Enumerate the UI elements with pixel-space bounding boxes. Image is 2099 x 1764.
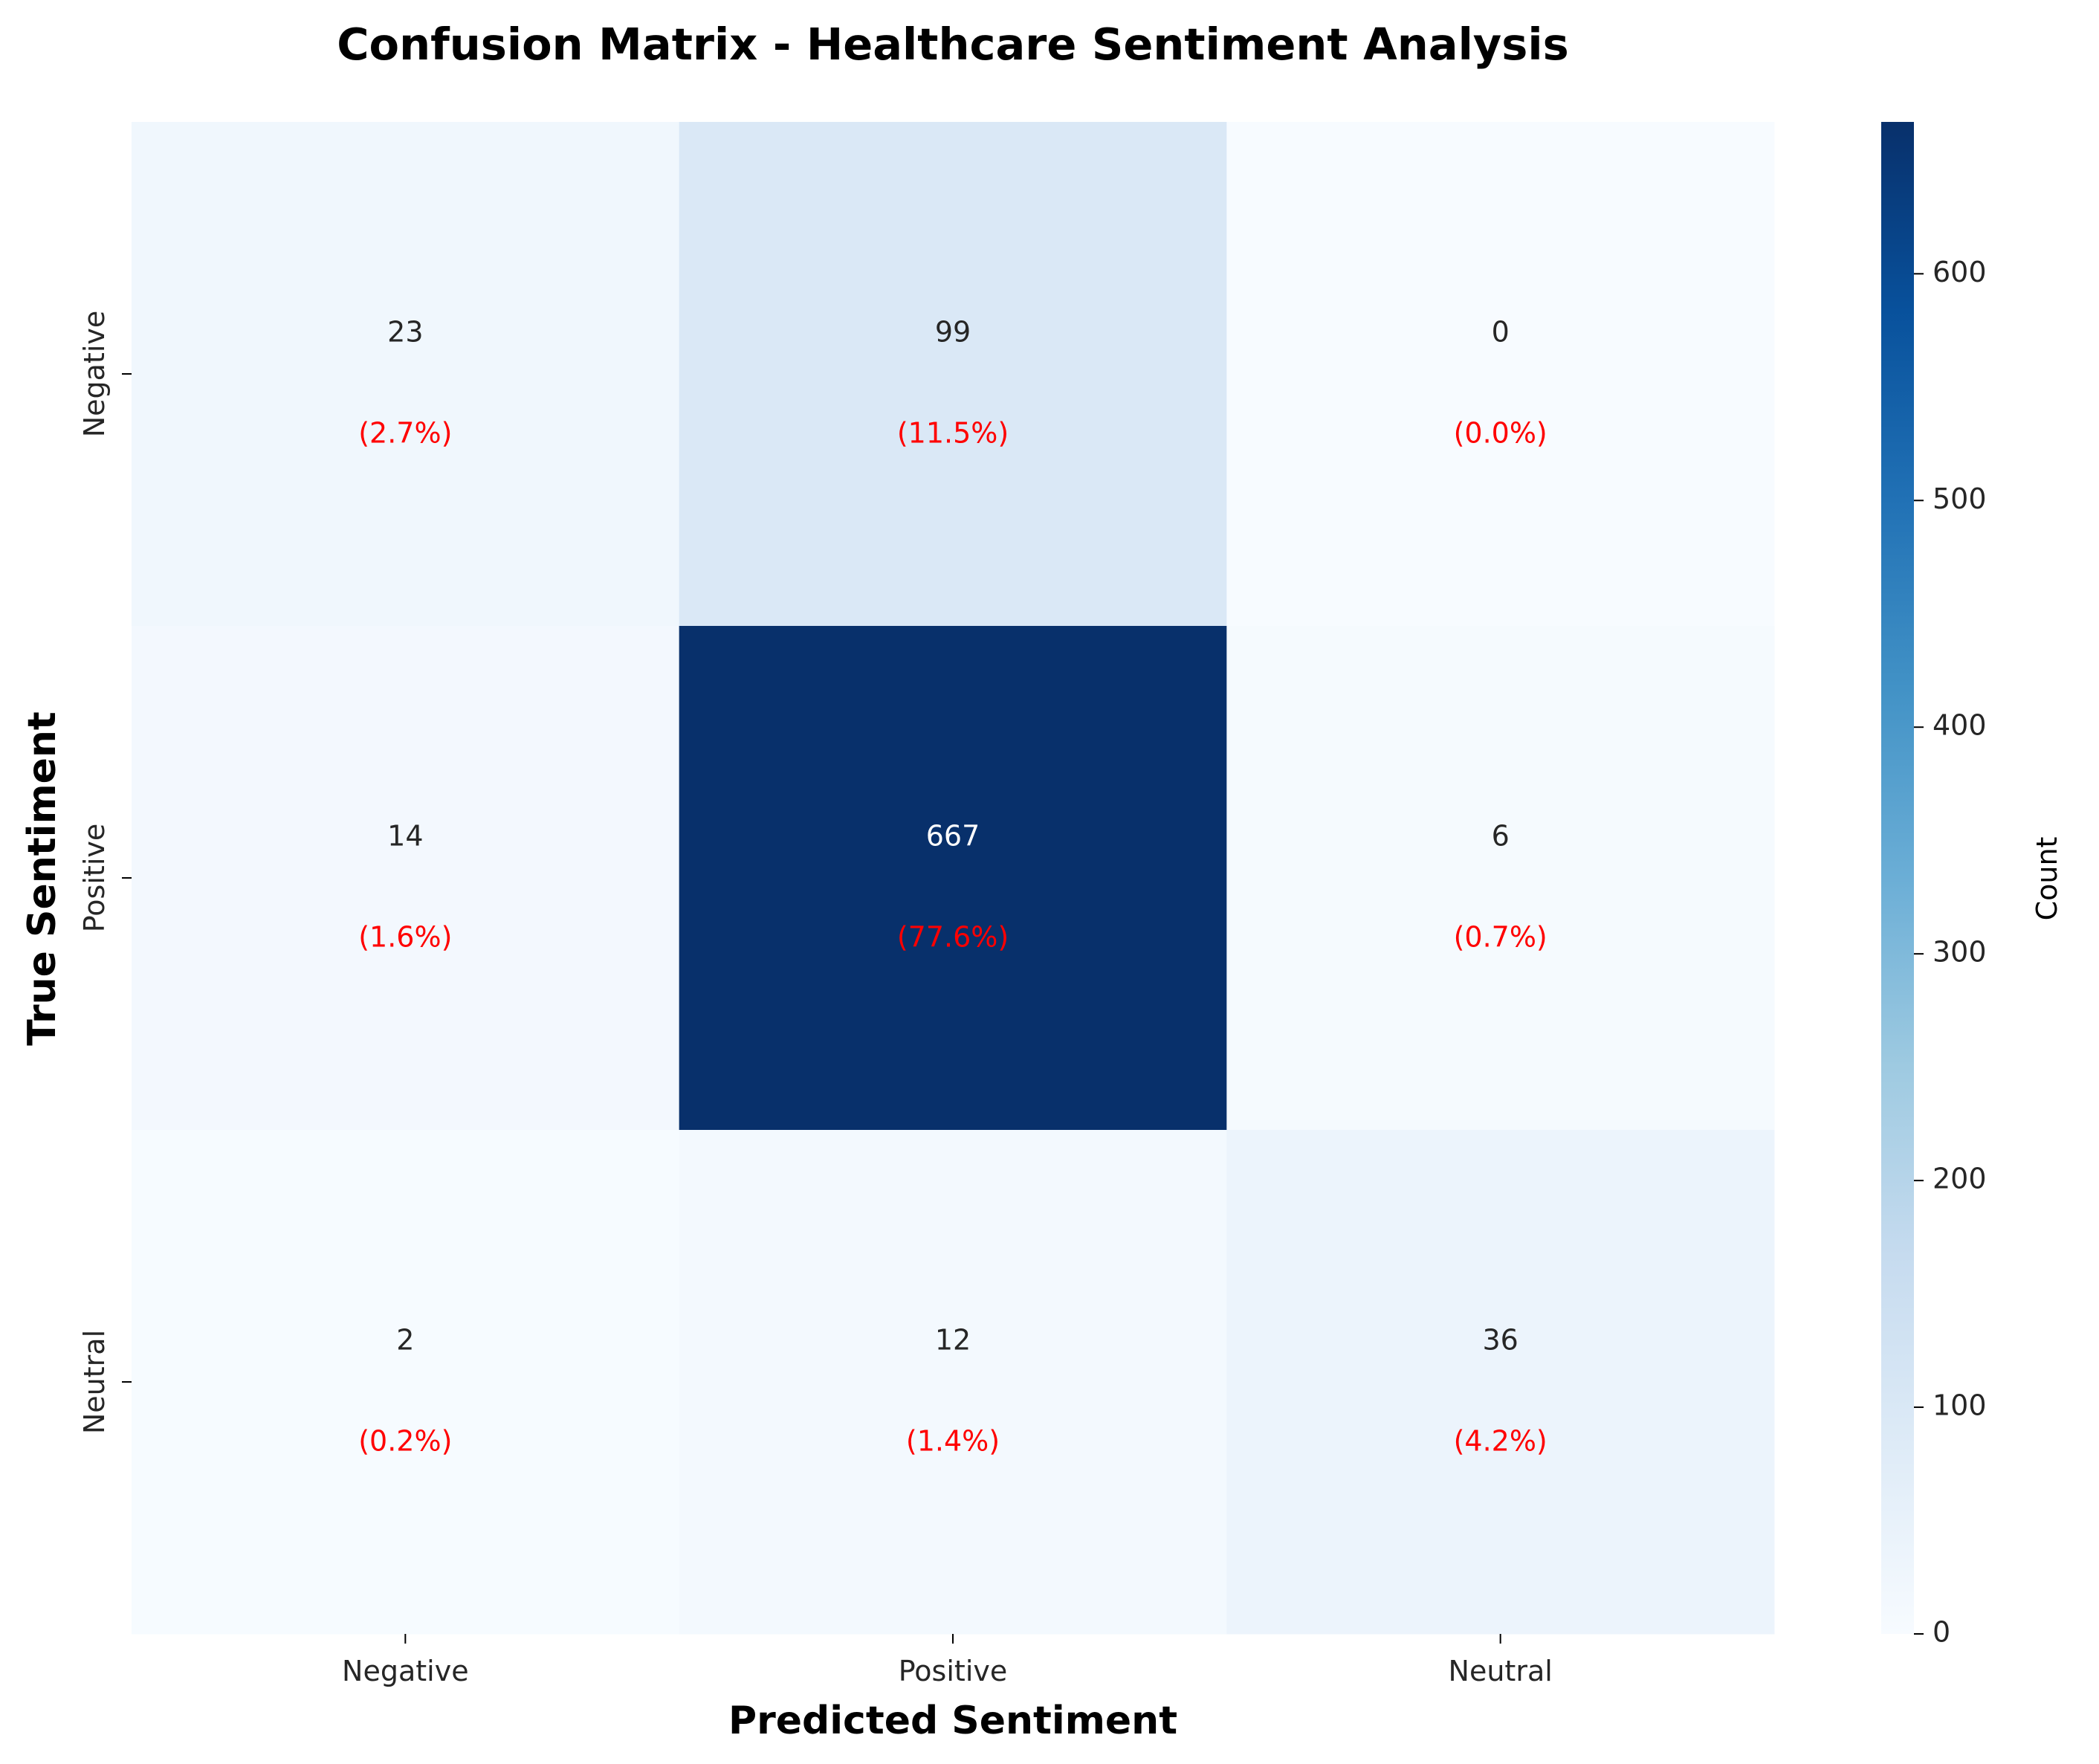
y-tick-label-negative: Negative	[78, 311, 111, 438]
colorbar-tick-label-0: 0	[1933, 1616, 1950, 1649]
cell-count-neutral-neutral: 36	[1482, 1324, 1518, 1357]
cell-count-negative-positive: 99	[935, 316, 971, 349]
cell-positive-neutral	[1226, 626, 1775, 1131]
cell-positive-negative	[132, 626, 680, 1131]
cell-neutral-positive	[679, 1130, 1227, 1635]
cell-count-negative-negative: 23	[387, 316, 423, 349]
colorbar-tick-label-200: 200	[1933, 1163, 1987, 1195]
cell-neutral-negative	[132, 1130, 680, 1635]
colorbar-tick-label-300: 300	[1933, 936, 1987, 969]
cell-count-negative-neutral: 0	[1492, 316, 1510, 349]
cell-negative-neutral	[1226, 122, 1775, 627]
cell-percent-negative-neutral: (0.0%)	[1454, 417, 1547, 450]
y-axis-label: True Sentiment	[20, 711, 65, 1046]
colorbar-tick-label-100: 100	[1933, 1389, 1987, 1422]
heatmap-cells: 23 (2.7%) 99 (11.5%) 0 (0.0%) 14 (1.6%) 667 (77.6…	[132, 122, 1775, 1635]
cell-positive-positive	[679, 626, 1227, 1131]
cell-count-positive-negative: 14	[387, 820, 423, 853]
x-axis-ticks: Negative Positive Neutral	[342, 1634, 1553, 1687]
cell-count-neutral-positive: 12	[935, 1324, 971, 1357]
chart-title: Confusion Matrix - Healthcare Sentiment …	[337, 19, 1568, 70]
x-tick-label-negative: Negative	[342, 1655, 469, 1687]
colorbar-tick-label-400: 400	[1933, 709, 1987, 742]
colorbar-gradient	[1881, 122, 1914, 1634]
cell-percent-neutral-negative: (0.2%)	[358, 1425, 452, 1458]
cell-percent-negative-negative: (2.7%)	[358, 417, 452, 450]
cell-percent-neutral-positive: (1.4%)	[906, 1425, 1000, 1458]
y-axis-ticks: Negative Positive Neutral	[78, 311, 132, 1434]
colorbar: 0 100 200 300 400 500 600 Count	[1881, 122, 2063, 1649]
cell-percent-neutral-neutral: (4.2%)	[1454, 1425, 1547, 1458]
cell-count-neutral-negative: 2	[396, 1324, 414, 1357]
x-axis-label: Predicted Sentiment	[728, 1699, 1177, 1743]
cell-negative-positive	[679, 122, 1227, 627]
cell-percent-positive-positive: (77.6%)	[897, 921, 1009, 954]
y-tick-label-neutral: Neutral	[78, 1330, 111, 1434]
cell-neutral-neutral	[1226, 1130, 1775, 1635]
x-tick-label-positive: Positive	[899, 1655, 1008, 1687]
colorbar-tick-label-500: 500	[1933, 482, 1987, 515]
cell-percent-positive-neutral: (0.7%)	[1454, 921, 1547, 954]
cell-percent-positive-negative: (1.6%)	[358, 921, 452, 954]
cell-percent-negative-positive: (11.5%)	[897, 417, 1009, 450]
colorbar-label: Count	[2031, 837, 2063, 921]
y-tick-label-positive: Positive	[78, 824, 111, 933]
cell-negative-negative	[132, 122, 680, 627]
x-tick-label-neutral: Neutral	[1449, 1655, 1553, 1687]
colorbar-ticks: 0 100 200 300 400 500 600	[1914, 256, 1987, 1649]
cell-count-positive-neutral: 6	[1492, 820, 1510, 853]
cell-count-positive-positive: 667	[926, 820, 980, 853]
colorbar-tick-label-600: 600	[1933, 256, 1987, 288]
